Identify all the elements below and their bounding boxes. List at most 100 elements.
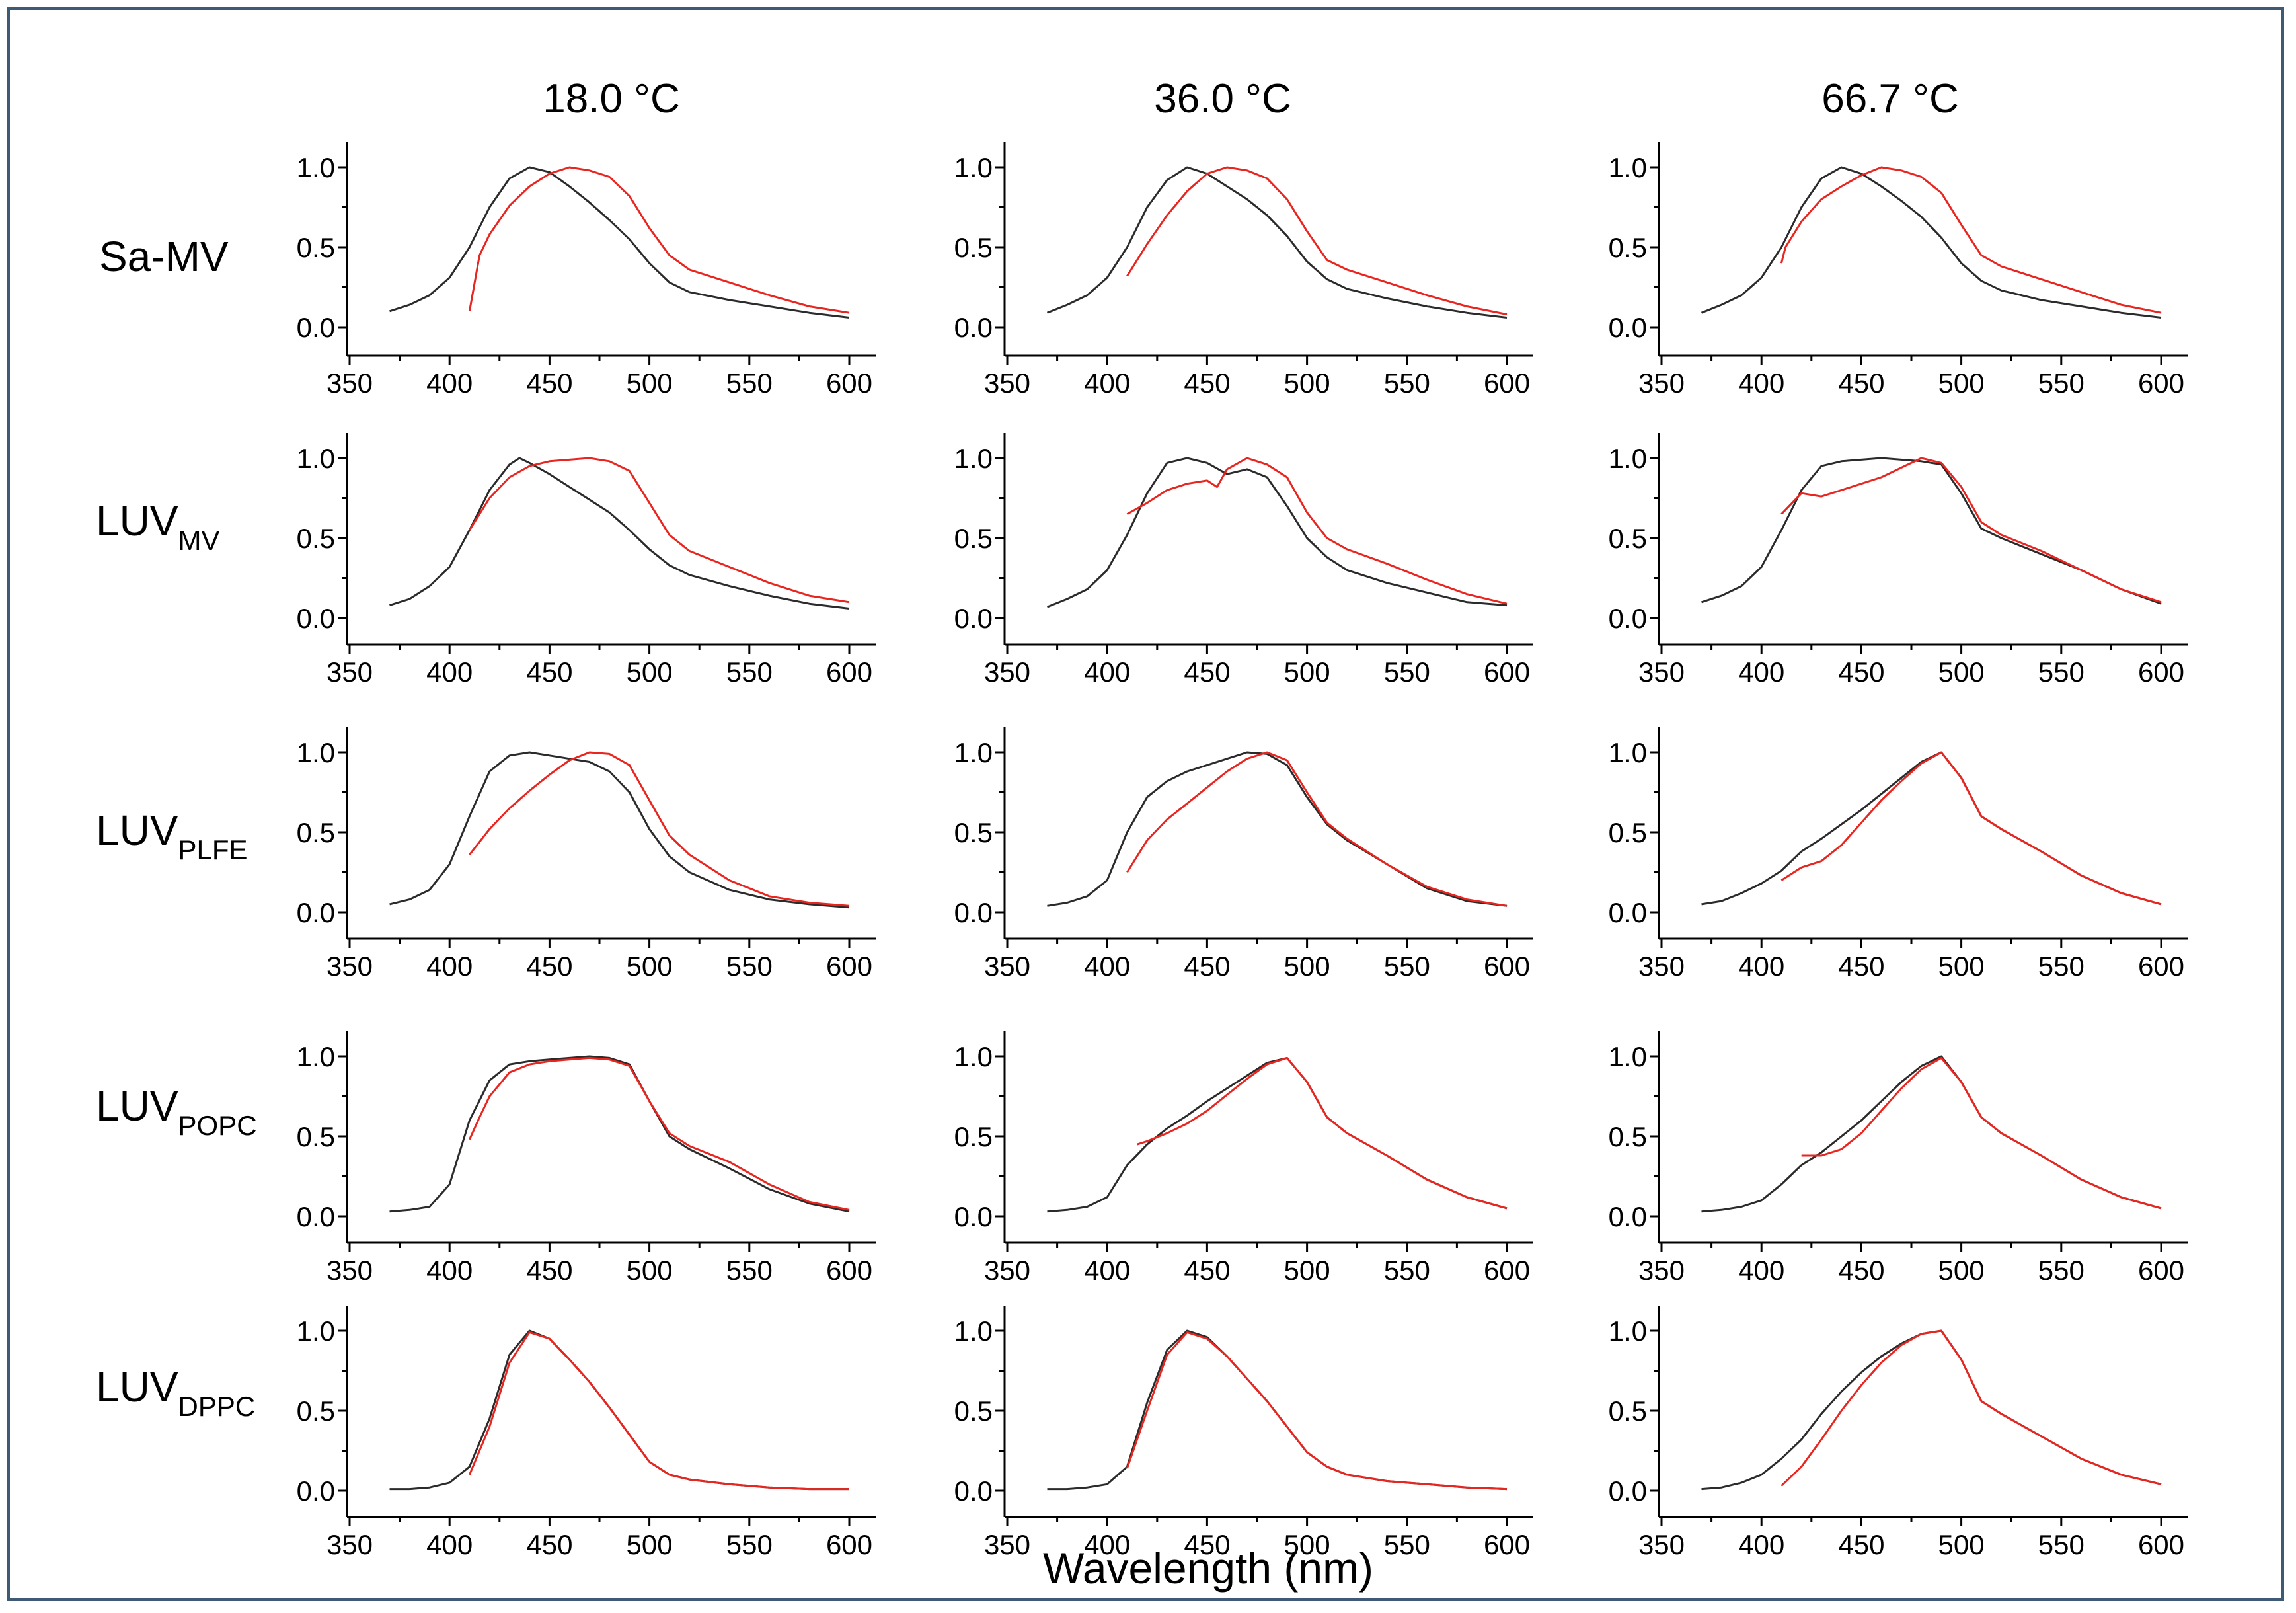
x-tick-label: 550 [2038,1529,2085,1560]
panel-r1-c0: 350 400 450 500 550 600 0.0 0.5 1.0 [297,433,876,688]
series-line-black [1046,166,1508,319]
x-tick-label: 350 [326,368,373,399]
y-tick-label: 0.5 [1609,1396,1647,1427]
x-tick-label: 400 [426,1529,473,1560]
row-label-main: LUV [96,1363,178,1411]
y-tick-label: 1.0 [297,443,335,474]
x-tick-label: 500 [1284,656,1330,688]
x-tick-label: 600 [2138,1255,2184,1286]
x-tick-label: 450 [526,1255,572,1286]
row-label-main: LUV [96,497,178,545]
y-tick-label: 1.0 [1609,443,1647,474]
y-tick-label: 1.0 [1609,152,1647,183]
y-tick-label: 1.0 [1609,737,1647,768]
x-tick-label: 400 [1084,1529,1130,1560]
x-tick-label: 550 [726,1529,773,1560]
x-tick-label: 600 [826,656,872,688]
row-label-luv-plfe: LUVPLFE [96,806,248,865]
x-tick-label: 500 [627,368,673,399]
x-tick-label: 550 [726,656,773,688]
x-tick-label: 600 [826,1529,872,1560]
x-tick-label: 400 [426,951,473,982]
x-tick-label: 600 [826,951,872,982]
y-tick-label: 0.0 [1609,1201,1647,1232]
x-tick-label: 400 [426,368,473,399]
x-tick-label: 600 [2138,1529,2184,1560]
x-tick-label: 600 [2138,656,2184,688]
x-tick-label: 350 [984,656,1030,688]
x-tick-label: 550 [2038,368,2085,399]
x-tick-label: 350 [1638,368,1685,399]
x-tick-label: 400 [1738,368,1784,399]
y-tick-label: 0.5 [297,1396,335,1427]
x-tick-label: 400 [426,656,473,688]
x-tick-label: 400 [1738,1255,1784,1286]
series-line-red [1780,166,2162,314]
y-tick-label: 0.5 [954,817,993,848]
y-tick-label: 0.0 [1609,603,1647,634]
y-tick-label: 0.0 [954,1475,993,1507]
series-line-red [469,1331,849,1491]
series-line-red [1126,1331,1508,1491]
panel-r4-c2: 350 400 450 500 550 600 0.0 0.5 1.0 [1609,1306,2188,1560]
x-tick-label: 400 [1084,951,1130,982]
y-tick-label: 0.5 [297,1121,335,1152]
series-line-red [1126,166,1508,316]
y-tick-label: 0.5 [954,1121,993,1152]
x-tick-label: 500 [1284,368,1330,399]
series-line-black [1701,1329,2162,1491]
x-tick-label: 450 [526,656,572,688]
y-tick-label: 0.0 [954,603,993,634]
x-tick-label: 350 [326,656,373,688]
x-tick-label: 350 [1638,1529,1685,1560]
x-tick-label: 400 [1738,951,1784,982]
y-tick-label: 0.5 [954,232,993,263]
series-line-black [389,751,850,909]
column-title-36c: 36.0 °C [1154,76,1291,122]
x-tick-label: 500 [1284,1529,1330,1560]
x-tick-label: 500 [1938,951,1985,982]
series-line-black [1701,166,2162,319]
x-tick-label: 400 [426,1255,473,1286]
x-tick-label: 550 [2038,656,2085,688]
series-line-black [1047,1056,1508,1213]
row-label-luv-popc: LUVPOPC [96,1082,257,1141]
series-line-red [469,457,850,604]
y-tick-label: 0.5 [1609,1121,1647,1152]
x-tick-label: 350 [326,1255,373,1286]
y-tick-label: 1.0 [954,443,993,474]
row-label-sa-mv: Sa-MV [99,233,229,280]
x-tick-label: 550 [1384,656,1430,688]
x-tick-label: 550 [726,951,773,982]
x-tick-label: 450 [526,1529,572,1560]
y-tick-label: 0.0 [954,1201,993,1232]
y-tick-label: 1.0 [297,737,335,768]
panel-r1-c2: 350 400 450 500 550 600 0.0 0.5 1.0 [1609,433,2188,688]
y-tick-label: 1.0 [1609,1316,1647,1347]
y-tick-label: 1.0 [297,152,335,183]
y-tick-label: 0.5 [297,817,335,848]
x-tick-label: 600 [1484,951,1530,982]
x-tick-label: 450 [1838,368,1884,399]
x-tick-label: 600 [1484,656,1530,688]
x-tick-label: 450 [1184,1529,1230,1560]
row-label-subscript: POPC [178,1110,257,1141]
x-tick-label: 550 [1384,1255,1430,1286]
x-tick-label: 500 [1938,1255,1985,1286]
x-tick-label: 350 [326,1529,373,1560]
panel-r4-c0: 350 400 450 500 550 600 0.0 0.5 1.0 [297,1306,876,1560]
x-tick-label: 600 [826,368,872,399]
x-tick-label: 450 [1184,951,1230,982]
x-tick-label: 350 [984,368,1030,399]
row-labels: Sa-MV LUVMV LUVPLFE LUVPOPC LUVDPPC [96,233,257,1422]
x-tick-label: 350 [984,1529,1030,1560]
series-line-black [1047,751,1508,907]
series-line-black [1046,457,1508,608]
series-line-red [1801,1056,2162,1210]
x-tick-label: 450 [1838,1255,1884,1286]
series-line-black [389,166,850,319]
series-line-red [1780,457,2162,604]
x-tick-label: 600 [1484,368,1530,399]
row-label-subscript: PLFE [178,834,248,865]
